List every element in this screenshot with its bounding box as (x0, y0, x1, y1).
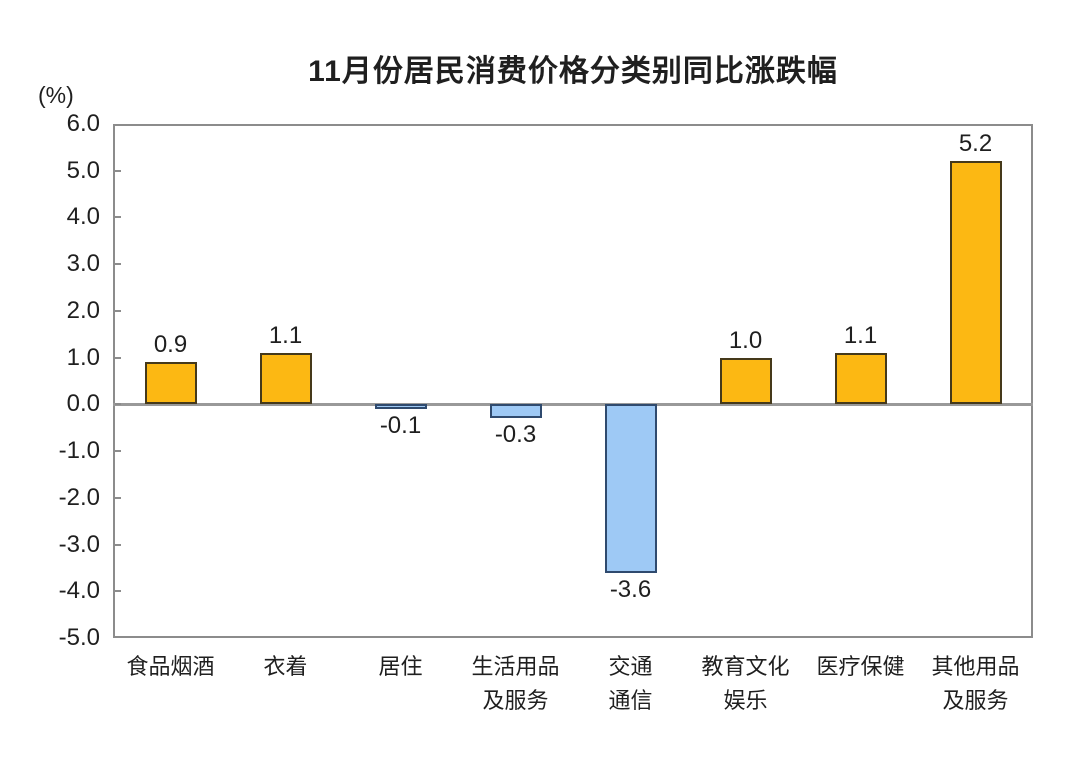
x-category-line: 其他用品 (931, 654, 1020, 679)
y-tick-label: -2.0 (58, 483, 100, 511)
zero-axis-line (113, 402, 1033, 406)
y-tick-mark (115, 496, 121, 499)
x-category-label: 生活用品 及服务 (450, 650, 581, 718)
y-tick-label: -4.0 (58, 577, 100, 605)
x-category-line: 居住 (378, 654, 423, 679)
y-tick-mark (115, 309, 121, 312)
x-category-label: 交通 通信 (565, 650, 696, 718)
y-tick-mark (115, 450, 121, 453)
bar-value-label: -3.6 (609, 575, 652, 603)
plot-area (113, 124, 1033, 638)
bar-居住 (374, 404, 427, 410)
bar-交通通信 (604, 404, 657, 573)
bar-value-label: 0.9 (153, 331, 188, 359)
x-category-line: 衣着 (263, 654, 308, 679)
chart-title: 11月份居民消费价格分类别同比涨跌幅 (308, 55, 838, 88)
y-tick-label: -3.0 (58, 530, 100, 558)
y-tick-label: 4.0 (66, 203, 100, 231)
x-category-line: 教育文化 (701, 654, 790, 679)
y-tick-label: 1.0 (66, 343, 100, 371)
y-tick-label: 5.0 (66, 156, 100, 184)
x-category-line: 医疗保健 (816, 654, 905, 679)
bar-value-label: 5.2 (958, 130, 993, 158)
x-category-line: 及服务 (482, 688, 549, 713)
x-category-label: 食品烟酒 (105, 650, 236, 684)
bar-医疗保健 (834, 352, 887, 405)
y-tick-label: -5.0 (58, 624, 100, 651)
bar-value-label: 1.1 (843, 321, 878, 349)
x-category-label: 医疗保健 (795, 650, 926, 684)
y-tick-mark (115, 403, 121, 406)
y-tick-mark (115, 543, 121, 546)
x-category-line: 娱乐 (723, 688, 768, 713)
y-tick-label: 0.0 (66, 390, 100, 418)
x-category-line: 通信 (608, 688, 653, 713)
x-category-label: 居住 (335, 650, 466, 684)
x-category-label: 其他用品 及服务 (910, 650, 1041, 718)
bar-衣着 (259, 352, 312, 405)
y-tick-label: -1.0 (58, 437, 100, 465)
x-category-label: 教育文化 娱乐 (680, 650, 811, 718)
bar-其他用品及服务 (949, 161, 1002, 405)
bar-value-label: 1.1 (268, 321, 303, 349)
bar-食品烟酒 (144, 362, 197, 405)
bar-value-label: -0.1 (379, 412, 422, 440)
y-tick-label: 3.0 (66, 250, 100, 278)
x-category-line: 生活用品 (471, 654, 560, 679)
y-tick-mark (115, 216, 121, 219)
x-category-line: 食品烟酒 (126, 654, 215, 679)
y-tick-label: 2.0 (66, 296, 100, 324)
x-category-line: 交通 (608, 654, 653, 679)
y-axis-unit-label: (%) (38, 82, 74, 108)
y-tick-mark (115, 590, 121, 593)
x-category-label: 衣着 (220, 650, 351, 684)
bar-value-label: 1.0 (728, 326, 763, 354)
x-category-line: 及服务 (942, 688, 1009, 713)
bar-value-label: -0.3 (494, 421, 537, 449)
bar-教育文化娱乐 (719, 357, 772, 405)
y-tick-mark (115, 169, 121, 172)
bar-生活用品及服务 (489, 404, 542, 419)
y-tick-mark (115, 263, 121, 266)
y-tick-label: 6.0 (66, 110, 100, 137)
y-tick-mark (115, 356, 121, 359)
